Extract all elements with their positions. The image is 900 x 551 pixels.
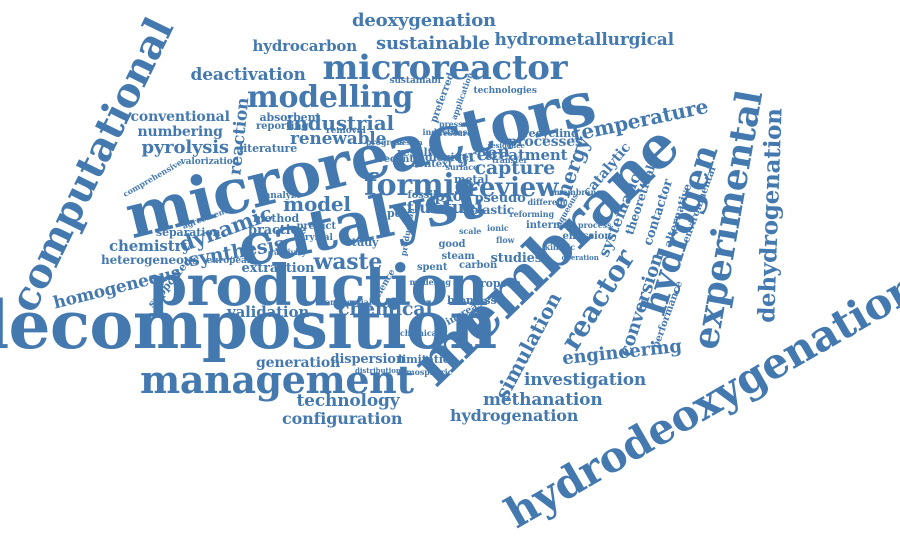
cloud-word-industries: industries (422, 127, 468, 137)
cloud-word-predict: predict (296, 221, 337, 232)
cloud-word-dehydrogenation: dehydrogenation (752, 107, 788, 323)
cloud-word-recent: recent (378, 154, 414, 165)
cloud-word-design: design (397, 137, 423, 147)
cloud-word-plastic: plastic (470, 203, 515, 217)
cloud-word-treatment: treatment (484, 145, 568, 164)
cloud-word-technologies: technologies (473, 85, 537, 96)
cloud-word-removal: removal (326, 125, 366, 136)
cloud-word-operation: operation (561, 252, 599, 262)
cloud-word-literature: literature (239, 141, 298, 155)
cloud-word-steam: steam (441, 251, 475, 262)
cloud-word-modelling: modelling (247, 80, 414, 115)
cloud-word-kinetic: kinetic (544, 242, 576, 252)
cloud-word-crystal: crystal (299, 232, 333, 243)
cloud-word-process: process (578, 220, 612, 230)
cloud-word-carbon: carbon (459, 260, 498, 271)
cloud-word-conventional: conventional (130, 109, 230, 125)
cloud-word-activity: activity (274, 247, 307, 257)
cloud-word-review: review (465, 173, 559, 203)
cloud-word-extraction: extraction (241, 260, 315, 276)
cloud-word-deactivation: deactivation (190, 64, 306, 85)
cloud-word-fluid: fluid (406, 198, 448, 217)
cloud-word-modeling: modeling (409, 277, 451, 287)
cloud-word-renewable: renewable (290, 128, 387, 149)
cloud-word-emission: emission (562, 231, 612, 242)
cloud-word-generation: generation (256, 355, 341, 371)
cloud-word-valorization: valorization (180, 156, 240, 167)
cloud-word-pseudo: pseudo (474, 190, 526, 206)
cloud-word-hydrocarbon: hydrocarbon (252, 36, 358, 55)
cloud-word-reforming: reforming (509, 209, 555, 219)
cloud-word-transfer: transfer (492, 155, 528, 165)
cloud-word-different: different (527, 197, 567, 207)
cloud-word-study: study (345, 235, 379, 249)
cloud-word-limitation: limitation (398, 352, 458, 366)
cloud-word-microreactor: microreactor (322, 48, 568, 88)
cloud-word-internal: internal (526, 220, 571, 231)
cloud-word-chemical: chemical (338, 297, 433, 320)
cloud-word-hydrometallurgical: hydrometallurgical (494, 29, 675, 50)
cloud-word-decomposition: decomposition (0, 286, 497, 364)
cloud-word-dispersion: dispersion (330, 351, 406, 367)
cloud-word-heterogeneous: heterogeneous (101, 253, 200, 267)
cloud-word-production: production (148, 253, 488, 319)
cloud-word-processes: processes (507, 134, 583, 150)
cloud-word-metal: metal (454, 172, 489, 186)
cloud-word-deoxygenation: deoxygenation (352, 10, 496, 31)
cloud-word-result: result (397, 145, 433, 159)
cloud-word-studies: studies (490, 250, 543, 266)
cloud-word-biomass: biomass (447, 293, 497, 307)
cloud-word-validation: validation (227, 302, 310, 321)
cloud-word-management: management (140, 357, 414, 402)
cloud-word-formic: formic (364, 168, 473, 203)
cloud-word-pd-c: pd/c (387, 206, 413, 220)
cloud-word-atmospheric: atmospheric (397, 367, 453, 377)
cloud-word-spent: spent (417, 262, 448, 273)
cloud-word-hydrogenation: hydrogenation (450, 406, 579, 425)
cloud-word-scale: scale (459, 226, 482, 236)
cloud-word-flow: flow (496, 235, 515, 245)
cloud-word-context: context (411, 159, 453, 170)
cloud-word-commercial: commercial (320, 297, 372, 307)
cloud-word-technology: technology (296, 390, 400, 411)
cloud-word-pyrolysis: pyrolysis (141, 137, 230, 158)
cloud-word-analyze: analyze (264, 190, 302, 201)
cloud-word-chemistry: chemistry (109, 236, 191, 255)
cloud-word-waste: waste (313, 249, 383, 275)
cloud-word-ionic: ionic (487, 223, 509, 233)
cloud-word-distribution: distribution (355, 365, 401, 375)
cloud-word-sustainable: sustainable (376, 33, 490, 54)
cloud-word-absorbent: absorbent (259, 110, 321, 124)
cloud-word-residence: residence (487, 140, 525, 150)
cloud-word-sustainabl: sustainabl (389, 75, 441, 86)
cloud-word-industrial: industrial (286, 111, 394, 135)
cloud-word-pressure: pressure (439, 119, 478, 129)
cloud-word-practice: practice (248, 222, 307, 238)
cloud-word-european: european (206, 255, 254, 266)
cloud-word-model: model (283, 192, 351, 216)
cloud-word-configuration: configuration (282, 409, 403, 428)
cloud-word-investigation: investigation (524, 369, 647, 390)
cloud-word-separation: separation (156, 225, 221, 239)
cloud-word-progress: progress (366, 137, 405, 147)
cloud-word-good: good (438, 239, 466, 250)
cloud-word-fuel: fuel (444, 197, 483, 218)
cloud-word-dioxide: dioxide (425, 150, 469, 164)
cloud-word-fossil: fossil (407, 190, 437, 201)
cloud-word-chemicals: chemicals (400, 328, 445, 338)
cloud-word-reporting: reporting (256, 121, 309, 132)
cloud-word-proc: proc (434, 186, 472, 205)
cloud-word-capture: capture (474, 156, 556, 179)
cloud-word-numbering: numbering (137, 124, 223, 140)
cloud-word-membranes: membranes (554, 187, 606, 197)
cloud-word-tropsch: tropsch (475, 276, 522, 290)
cloud-word-surface: surface (445, 162, 479, 172)
cloud-word-methanation: methanation (483, 389, 603, 410)
cloud-word-research: research (439, 128, 478, 138)
cloud-word-recycling: recycling (523, 126, 579, 140)
cloud-word-method: method (253, 211, 300, 225)
